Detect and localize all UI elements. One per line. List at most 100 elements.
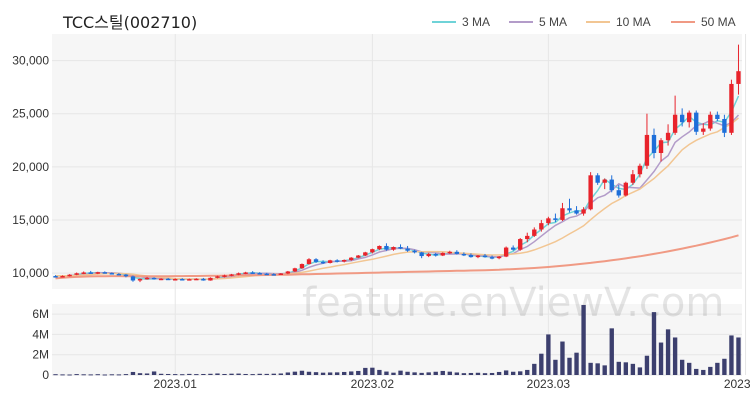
candle-body <box>694 112 699 132</box>
candle-body <box>560 208 565 220</box>
candle <box>623 181 629 197</box>
date-axis-ticks: 2023.01 2023.02 2023.03 2023.04 <box>154 377 750 391</box>
volume-bar <box>475 372 481 375</box>
volume-bar <box>370 367 375 375</box>
candle <box>313 258 319 263</box>
volume-bar <box>95 374 100 376</box>
candle-body <box>53 276 58 278</box>
candle <box>208 277 213 281</box>
candle-body <box>285 271 291 274</box>
volume-bar <box>222 373 227 375</box>
legend-label: 3 MA <box>462 15 490 29</box>
volume-bar <box>313 372 319 375</box>
volume-tick-label: 4M <box>32 327 49 341</box>
candle-body <box>679 114 685 123</box>
candle-body <box>123 274 129 277</box>
volume-tick-label: 0 <box>42 368 49 382</box>
candle <box>398 244 403 250</box>
candle-body <box>81 272 86 274</box>
candle <box>679 108 685 127</box>
candle <box>518 238 523 251</box>
legend-item: 3 MA <box>432 15 490 29</box>
candle-body <box>672 114 678 133</box>
volume-bar <box>447 371 452 375</box>
volume-bar <box>708 366 713 375</box>
volume-bar <box>503 370 509 375</box>
volume-bar <box>53 374 58 376</box>
candle <box>130 275 136 282</box>
candle <box>137 278 143 283</box>
candle <box>440 252 445 257</box>
volume-bar <box>327 372 333 375</box>
volume-bar <box>215 373 220 375</box>
volume-bar <box>630 363 636 375</box>
candle-body <box>665 132 671 141</box>
volume-bar <box>665 329 671 375</box>
candle-body <box>320 261 326 264</box>
volume-bar <box>539 353 544 375</box>
candle <box>123 273 129 278</box>
candle <box>88 270 93 274</box>
price-tick-label: 25,000 <box>12 107 49 121</box>
candle-body <box>433 253 438 256</box>
candle-body <box>722 119 727 133</box>
volume-bar <box>687 362 692 375</box>
candle <box>426 252 431 258</box>
price-tick-label: 15,000 <box>12 213 49 227</box>
volume-bar <box>574 352 579 375</box>
candle-body <box>623 182 629 196</box>
candle <box>74 272 79 276</box>
candle-body <box>630 174 636 183</box>
candle <box>81 271 86 275</box>
volume-bar <box>715 362 720 375</box>
volume-bar <box>398 370 403 375</box>
legend-label: 10 MA <box>616 15 651 29</box>
candle-body <box>567 208 572 211</box>
candle <box>736 44 741 95</box>
volume-tick-label: 6M <box>32 307 49 321</box>
legend-item: 5 MA <box>509 15 567 29</box>
candle <box>342 259 347 263</box>
volume-bar <box>180 374 185 376</box>
volume-bar <box>320 372 326 375</box>
volume-bar <box>243 373 248 375</box>
price-panel-background <box>52 34 742 289</box>
candle-body <box>208 277 213 281</box>
volume-bar <box>187 373 192 375</box>
volume-bar <box>482 373 488 375</box>
candle <box>384 243 389 251</box>
candle <box>658 138 664 162</box>
candle <box>574 206 579 215</box>
date-tick-label: 2023.04 <box>724 377 750 391</box>
candle-body <box>243 272 248 274</box>
candle-body <box>306 259 312 265</box>
candle <box>503 246 509 258</box>
price-tick-label: 20,000 <box>12 160 49 174</box>
candle-body <box>729 83 734 133</box>
candle-body <box>144 277 150 280</box>
candle <box>672 95 678 135</box>
volume-bar <box>510 371 516 375</box>
candle <box>532 227 537 237</box>
volume-bar <box>271 373 276 375</box>
candle-body <box>715 114 720 119</box>
candle <box>412 249 417 254</box>
candle-body <box>553 218 558 220</box>
candle <box>708 111 713 131</box>
candle <box>271 273 276 276</box>
candle-body <box>102 272 107 274</box>
volume-bar <box>525 369 530 375</box>
candle-body <box>130 276 136 281</box>
volume-bar <box>701 369 706 375</box>
volume-bar <box>264 373 269 375</box>
candle <box>454 250 460 255</box>
candle <box>363 251 368 257</box>
candle-body <box>250 272 255 274</box>
candle-body <box>384 245 389 250</box>
volume-bar <box>144 373 150 375</box>
candle <box>609 175 614 193</box>
candle-body <box>708 114 713 129</box>
candle-body <box>278 273 284 275</box>
candle <box>546 216 551 226</box>
volume-bar <box>123 374 129 376</box>
